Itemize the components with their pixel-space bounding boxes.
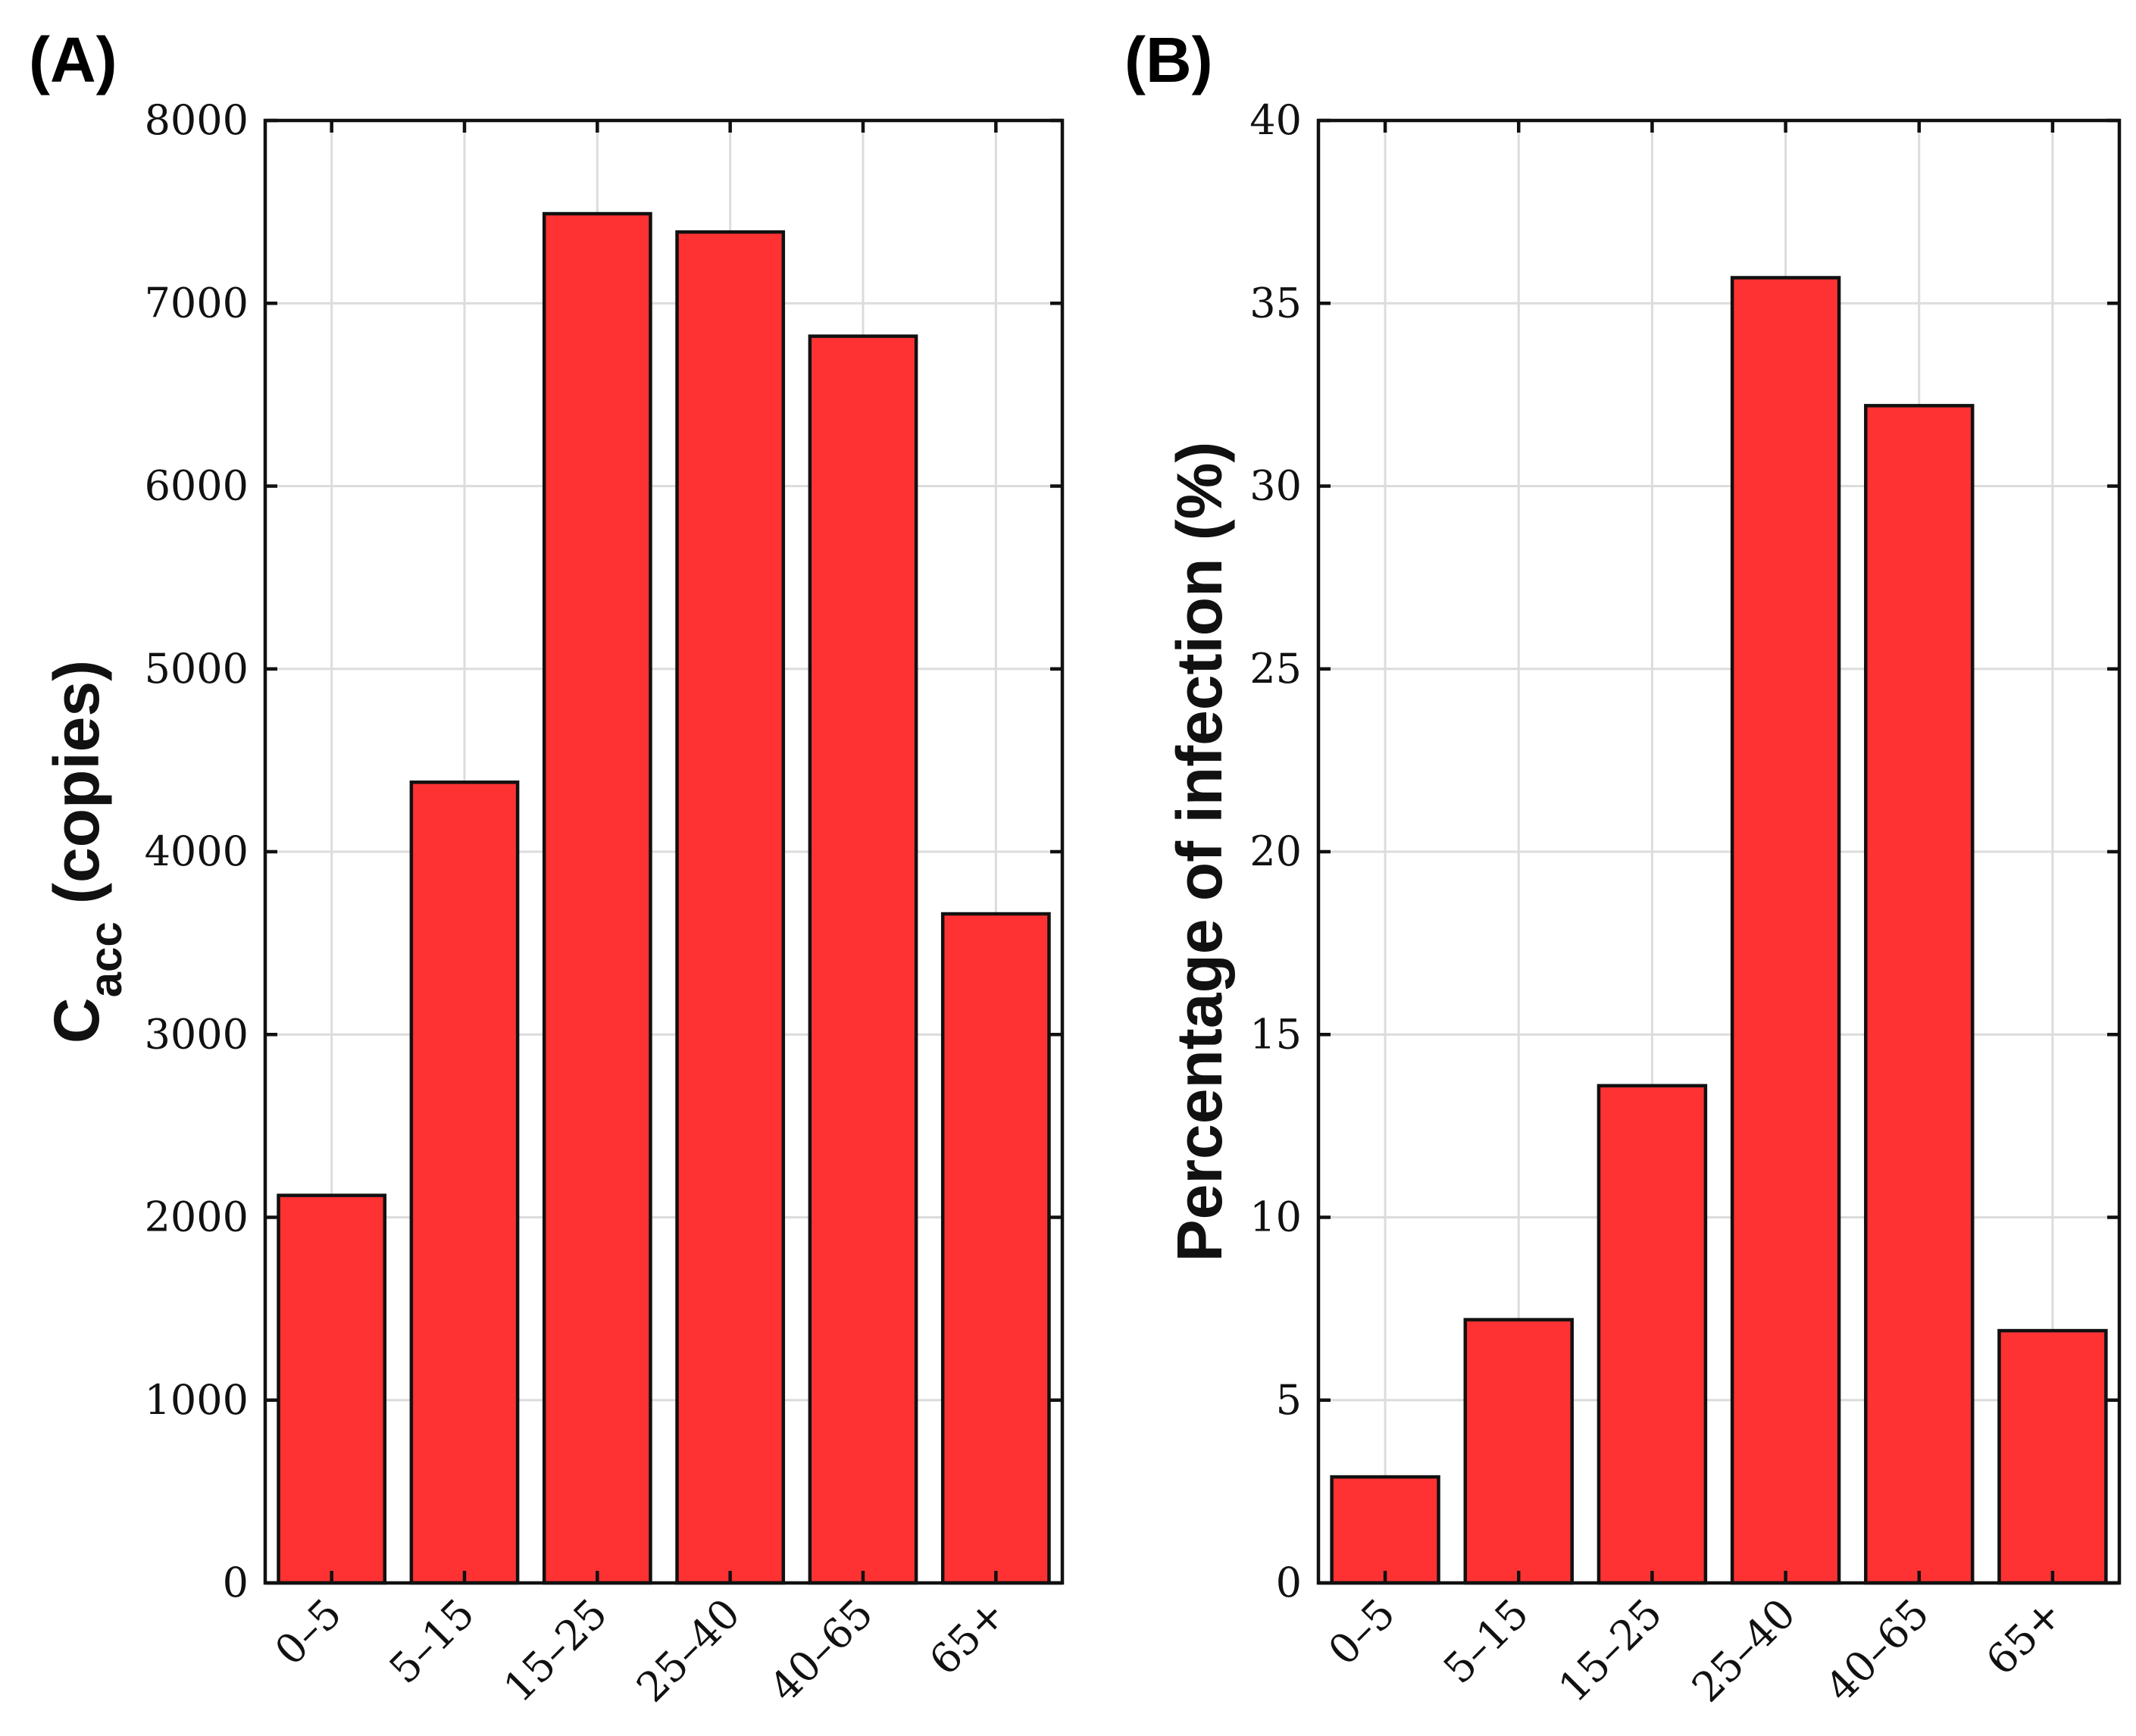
panel-b-bars — [1330, 276, 2108, 1585]
y-tick-label: 35 — [1249, 279, 1302, 327]
x-tick-label: 0–5 — [1319, 1590, 1404, 1675]
x-tick-label: 5–15 — [380, 1590, 484, 1694]
bar-65+ — [1997, 1328, 2108, 1585]
x-tick-label: 65+ — [1977, 1590, 2072, 1684]
x-tick-label: 5–15 — [1434, 1590, 1538, 1694]
y-tick-label: 7000 — [145, 279, 249, 327]
y-tick-label: 6000 — [145, 462, 249, 510]
y-tick-label: 0 — [223, 1559, 249, 1606]
panel-a-ylabel-tail: (copies) — [41, 660, 112, 921]
y-tick-label: 1000 — [145, 1376, 249, 1424]
panel-a: (A) 0 1000 2000 3000 4000 5000 6000 7000 8000 0–… — [29, 24, 1065, 1712]
bar-0–5 — [277, 1193, 387, 1585]
y-tick-label: 5000 — [145, 645, 249, 693]
x-tick-label: 15–25 — [1550, 1590, 1672, 1712]
y-tick-label: 30 — [1249, 462, 1302, 510]
bar-5–15 — [409, 780, 520, 1585]
panel-b-label: (B) — [1124, 24, 1213, 95]
panel-b-y-axis-label: Percentage of infection (%) — [1164, 442, 1235, 1262]
panel-a-ylabel-sub: acc — [80, 921, 131, 997]
panel-a-x-tick-labels: 0–5 5–15 15–25 25–40 40–65 65+ — [266, 1590, 1015, 1712]
x-tick-label: 40–65 — [1816, 1590, 1938, 1712]
y-tick-label: 40 — [1249, 96, 1302, 144]
y-tick-label: 5 — [1276, 1376, 1302, 1424]
panel-a-ticks — [265, 118, 1062, 1585]
panel-a-y-tick-labels: 0 1000 2000 3000 4000 5000 6000 7000 8000 — [145, 96, 249, 1606]
panel-a-label: (A) — [29, 24, 117, 95]
y-tick-label: 25 — [1249, 645, 1302, 693]
x-tick-label: 0–5 — [266, 1590, 351, 1675]
bar-25–40 — [1730, 276, 1841, 1585]
panel-a-y-axis-label: Cacc (copies) — [41, 660, 131, 1043]
bar-65+ — [940, 912, 1051, 1585]
x-tick-label: 25–40 — [1683, 1590, 1805, 1712]
panel-b-x-tick-labels: 0–5 5–15 15–25 25–40 40–65 65+ — [1319, 1590, 2072, 1712]
y-tick-label: 4000 — [145, 827, 249, 875]
y-tick-label: 10 — [1249, 1193, 1302, 1241]
panel-b-ticks — [1318, 118, 2119, 1585]
panel-a-bars — [277, 211, 1051, 1585]
bar-25–40 — [675, 230, 786, 1585]
y-tick-label: 3000 — [145, 1010, 249, 1058]
bar-15–25 — [542, 211, 652, 1585]
panel-a-ylabel-main: C — [41, 997, 112, 1043]
y-tick-label: 20 — [1249, 827, 1302, 875]
bar-0–5 — [1330, 1475, 1440, 1585]
y-tick-label: 8000 — [145, 96, 249, 144]
x-tick-label: 40–65 — [760, 1590, 882, 1712]
y-tick-label: 15 — [1249, 1010, 1302, 1058]
panel-b: (B) 0 5 10 15 20 25 30 35 40 0–5 5–15 15–25 25–40 40… — [1124, 24, 2122, 1712]
x-tick-label: 65+ — [920, 1590, 1015, 1684]
x-tick-label: 25–40 — [627, 1590, 749, 1712]
bar-15–25 — [1597, 1084, 1708, 1585]
y-tick-label: 2000 — [145, 1193, 249, 1241]
panel-b-y-tick-labels: 0 5 10 15 20 25 30 35 40 — [1249, 96, 1302, 1606]
bar-5–15 — [1463, 1318, 1574, 1585]
x-tick-label: 15–25 — [495, 1590, 617, 1712]
bar-40–65 — [808, 334, 918, 1585]
y-tick-label: 0 — [1276, 1559, 1302, 1606]
bar-40–65 — [1864, 404, 1975, 1585]
